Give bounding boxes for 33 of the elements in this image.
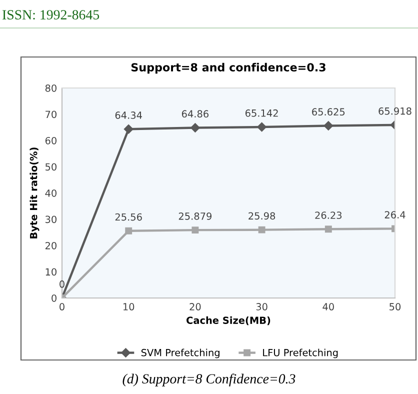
x-tick-label: 40 [322,303,334,310]
y-tick-label: 60 [45,136,56,144]
legend-label: SVM Prefetching [141,348,220,358]
data-label: 25.56 [115,213,142,221]
y-axis-title: Byte Hit ratio(%) [30,148,40,238]
data-label: 64.86 [182,110,209,118]
data-label: 65.142 [245,109,278,117]
y-tick-label: 40 [45,189,56,197]
text: (d) Support=8 Confidence=0.3 [122,374,296,386]
x-tick-label: 50 [390,303,401,310]
data-label: 26.23 [315,212,342,219]
x-tick-label: 10 [123,303,134,310]
data-label: 65.918 [378,107,412,115]
chart-title: Support=8 and confidence=0.3 [131,62,326,74]
x-tick-label: 30 [256,303,268,310]
y-tick-label: 50 [46,163,56,171]
x-tick-label: 0 [60,303,64,310]
data-label: 65.625 [312,108,345,116]
y-tick-label: 0 [52,294,56,302]
y-tick-label: 10 [46,268,56,276]
y-tick-label: 80 [45,84,56,92]
x-axis-title: Cache Size(MB) [186,316,270,326]
data-label: 64.34 [115,112,142,119]
y-tick-label: 30 [46,216,56,224]
data-label: 26.4 [384,211,406,218]
data-label: 25.879 [178,212,212,220]
data-label: 0 [60,280,64,288]
data-label: 25.98 [248,212,276,220]
y-tick-label: 70 [46,110,56,118]
legend-label: LFU Prefetching [263,348,338,358]
text: ISSN: 1992-8645 [2,10,100,20]
x-tick-label: 20 [190,303,201,310]
y-tick-label: 20 [45,242,56,250]
